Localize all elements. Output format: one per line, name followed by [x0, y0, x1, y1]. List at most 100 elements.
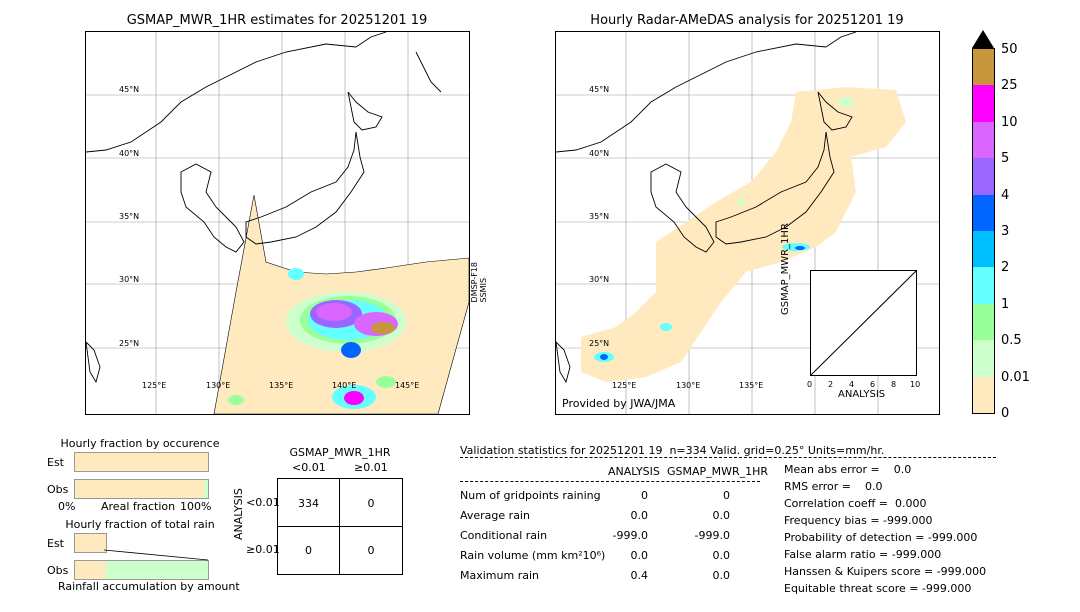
contingency-v22: 0: [367, 544, 375, 557]
contingency-title: GSMAP_MWR_1HR: [289, 446, 391, 459]
cbar-seg-6: [973, 267, 994, 304]
inset-xtick-6: 6: [870, 380, 876, 389]
right-lon-125: 125°E: [612, 381, 637, 390]
inset-ylabel: GSMAP_MWR_1HR: [780, 223, 791, 315]
cbar-seg-8: [973, 340, 994, 377]
total-rain-obs-bar: [74, 560, 209, 580]
validation-row-analysis-1: 0.0: [630, 509, 649, 522]
cbar-label-0: 0: [1001, 406, 1010, 421]
left-lon-125: 125°E: [142, 381, 167, 390]
inset-xtick-0: 0: [807, 380, 813, 389]
cbar-label-1: 1: [1001, 297, 1010, 312]
validation-row-label-1: Average rain: [460, 509, 530, 522]
right-map-panel: 45°N 40°N 35°N 30°N 25°N 125°E 130°E 135…: [555, 31, 940, 415]
validation-row-gsmap-3: 0.0: [712, 549, 731, 562]
cbar-label-10: 10: [1001, 115, 1018, 130]
left-lat-45: 45°N: [119, 85, 140, 94]
inset-xlabel: ANALYSIS: [838, 389, 886, 400]
right-lat-45: 45°N: [589, 85, 610, 94]
satellite-label: DMSP-F18 SSMIS: [470, 262, 488, 303]
inset-xtick-4: 4: [849, 380, 855, 389]
cbar-seg-5: [973, 230, 994, 268]
cbar-label-2: 2: [1001, 260, 1010, 275]
validation-table-rule: [460, 481, 760, 482]
total-rain-connector: [104, 549, 209, 561]
inset-xtick-10: 10: [910, 380, 921, 389]
validation-header-rule: [460, 457, 996, 458]
occurrence-title: Hourly fraction by occurence: [60, 437, 220, 450]
left-lon-145: 145°E: [395, 381, 420, 390]
total-rain-obs-fill: [75, 561, 106, 579]
total-rain-est-label: Est: [47, 537, 64, 550]
contingency-v11: 334: [298, 497, 319, 510]
cbar-label-0-01: 0.01: [1001, 370, 1030, 385]
validation-row-label-2: Conditional rain: [460, 529, 548, 542]
validation-row-analysis-2: -999.0: [612, 529, 648, 542]
left-map-panel: 45°N 40°N 35°N 30°N 25°N 125°E 130°E 135…: [85, 31, 470, 415]
right-map-canvas: [556, 32, 939, 414]
left-map-canvas: [86, 32, 469, 414]
validation-row-gsmap-2: -999.0: [694, 529, 730, 542]
score-rms: RMS error = 0.0: [784, 480, 883, 493]
occurrence-obs-fill: [75, 480, 204, 498]
contingency-row-axis: ANALYSIS: [232, 488, 245, 540]
validation-row-gsmap-1: 0.0: [712, 509, 731, 522]
total-rain-est-bar: [74, 533, 107, 553]
right-lat-35: 35°N: [589, 212, 610, 221]
analysis-coverage: [581, 87, 906, 382]
left-map-title: GSMAP_MWR_1HR estimates for 20251201 19: [126, 13, 428, 28]
provider-label: Provided by JWA/JMA: [562, 397, 676, 410]
score-mae: Mean abs error = 0.0: [784, 463, 912, 476]
contingency-v21: 0: [305, 544, 312, 557]
cbar-label-5: 5: [1001, 151, 1010, 166]
contingency-hline: [278, 526, 402, 527]
validation-row-label-4: Maximum rain: [460, 569, 539, 582]
contingency-grid: 334 0 0 0: [277, 478, 403, 575]
cbar-seg-3: [973, 158, 994, 195]
score-corr: Correlation coeff = 0.000: [784, 497, 927, 510]
validation-row-gsmap-4: 0.0: [712, 569, 731, 582]
occurrence-axis-right: 100%: [180, 500, 212, 513]
cbar-seg-7: [973, 303, 994, 341]
left-lon-130: 130°E: [206, 381, 231, 390]
validation-row-label-3: Rain volume (mm km²10⁶): [460, 549, 606, 562]
inset-plot: [810, 270, 917, 376]
right-map-title: Hourly Radar-AMeDAS analysis for 2025120…: [590, 13, 904, 28]
occurrence-axis-mid: Areal fraction: [101, 500, 176, 513]
right-lon-135: 135°E: [739, 381, 764, 390]
score-far: False alarm ratio = -999.000: [784, 548, 942, 561]
cbar-label-25: 25: [1001, 78, 1018, 93]
rain-patches: [228, 268, 406, 409]
occurrence-est-label: Est: [47, 456, 64, 469]
cbar-label-3: 3: [1001, 224, 1010, 239]
total-rain-axis-label: Rainfall accumulation by amount: [58, 580, 240, 593]
occurrence-axis-left: 0%: [58, 500, 76, 513]
coastlines: [86, 32, 442, 384]
total-rain-title: Hourly fraction of total rain: [65, 518, 215, 531]
occurrence-est-bar: [74, 452, 209, 472]
inset-canvas: [811, 271, 916, 375]
left-lat-25: 25°N: [119, 339, 140, 348]
cbar-seg-0: [973, 49, 994, 86]
cbar-label-0-5: 0.5: [1001, 333, 1022, 348]
right-lat-30: 30°N: [589, 275, 610, 284]
occurrence-obs-bar: [74, 479, 209, 499]
contingency-col1: <0.01: [292, 461, 326, 474]
validation-header: Validation statistics for 20251201 19 n=…: [460, 444, 885, 457]
right-lat-40: 40°N: [589, 149, 610, 158]
total-rain-obs-label: Obs: [47, 564, 69, 577]
cbar-seg-2: [973, 121, 994, 159]
inset-diagonal: [811, 271, 916, 375]
cbar-seg-9: [973, 376, 994, 413]
colorbar: [972, 48, 995, 414]
score-ets: Equitable threat score = -999.000: [784, 582, 972, 595]
contingency-row1: <0.01: [246, 496, 280, 509]
contingency-col2: ≥0.01: [354, 461, 388, 474]
right-coastlines: [556, 32, 857, 384]
contingency-v12: 0: [367, 497, 375, 510]
cbar-seg-1: [973, 85, 994, 122]
inset-ylabel-text: GSMAP_MWR_1HR: [780, 223, 791, 315]
occurrence-obs-label: Obs: [47, 483, 69, 496]
validation-row-analysis-3: 0.0: [630, 549, 649, 562]
validation-row-label-0: Num of gridpoints raining: [460, 489, 601, 502]
